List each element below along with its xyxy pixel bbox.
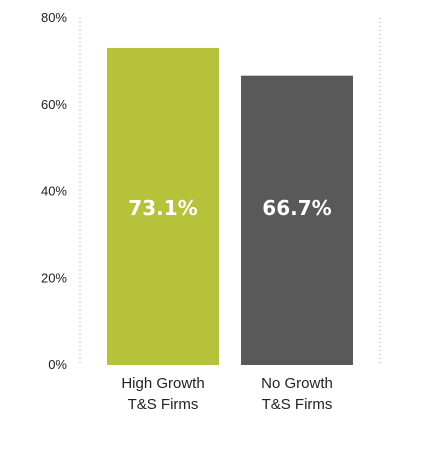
bar-1 <box>107 47 219 366</box>
y-tick-label: 60% <box>41 97 67 112</box>
y-tick-label: 40% <box>41 184 67 199</box>
category-label-line2: T&S Firms <box>262 396 333 413</box>
bar-data-label: 66.7% <box>262 196 331 220</box>
data-labels-group: 73.1% 66.7% <box>128 196 331 220</box>
category-label-line2: T&S Firms <box>128 396 199 413</box>
chart-title-fragment <box>160 0 272 2</box>
y-axis-ticks: 0% 20% 40% 60% 80% <box>41 10 67 372</box>
y-tick-label: 0% <box>48 357 67 372</box>
bar-2 <box>241 75 353 365</box>
y-tick-label: 20% <box>41 270 67 285</box>
category-label-line1: No Growth <box>261 375 333 392</box>
y-tick-label: 80% <box>41 10 67 25</box>
category-labels-group: High Growth T&S Firms No Growth T&S Firms <box>121 375 333 413</box>
category-label-line1: High Growth <box>121 375 204 392</box>
bars-group <box>107 47 353 366</box>
bar-data-label: 73.1% <box>128 196 197 220</box>
